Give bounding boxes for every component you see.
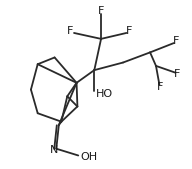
Text: OH: OH	[80, 152, 97, 162]
Text: HO: HO	[96, 89, 113, 99]
Text: N: N	[50, 145, 58, 155]
Text: F: F	[126, 26, 132, 36]
Text: F: F	[173, 35, 180, 46]
Text: F: F	[174, 68, 180, 79]
Text: F: F	[157, 82, 163, 92]
Text: F: F	[67, 26, 73, 36]
Text: F: F	[98, 6, 104, 16]
